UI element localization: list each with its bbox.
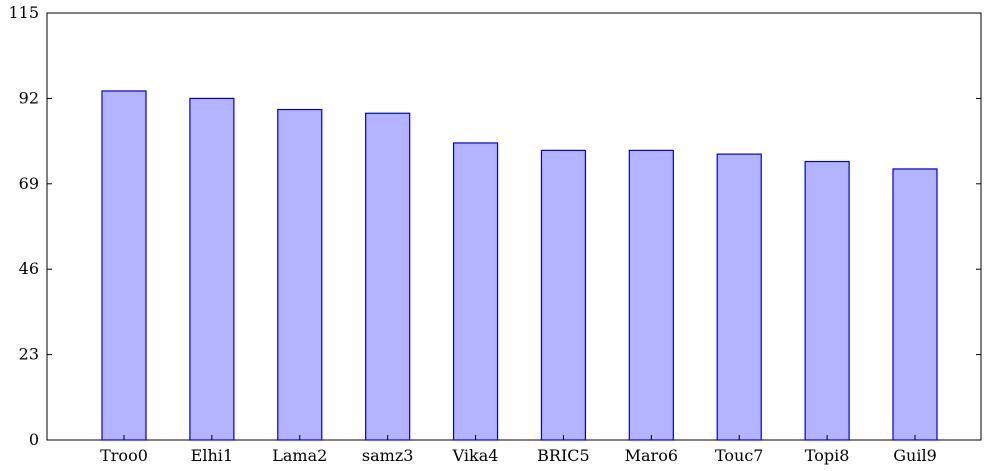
x-tick-label: Topi8	[805, 446, 850, 465]
bar-Touc7	[716, 153, 762, 441]
x-axis: Troo0 Elhi1 Lama2 samz3 Vika4 BRIC5 Maro6 Touc7…	[100, 435, 937, 465]
y-tick-label: 92	[19, 88, 39, 107]
bar-Maro6	[628, 149, 674, 441]
y-tick-label: 69	[19, 174, 39, 193]
y-tick-label: 0	[29, 430, 39, 449]
y-axis: 0 23 46 69 92 115	[8, 3, 981, 449]
x-tick-label: Touc7	[715, 446, 764, 465]
bar-Vika4	[452, 142, 499, 441]
plot-area-frame	[46, 12, 982, 441]
bar-Troo0	[101, 90, 147, 441]
x-tick-label: Troo0	[100, 446, 148, 465]
x-tick-label: Vika4	[452, 446, 499, 465]
bar-Guil9	[892, 168, 938, 441]
y-tick-label: 46	[19, 259, 39, 278]
y-tick-label: 115	[8, 3, 39, 22]
x-tick-label: Elhi1	[191, 446, 233, 465]
bar-samz3	[365, 112, 411, 441]
bars	[101, 90, 938, 441]
x-tick-label: samz3	[362, 446, 414, 465]
bar-BRIC5	[540, 149, 587, 441]
x-tick-label: Lama2	[272, 446, 327, 465]
y-tick-label: 23	[19, 345, 39, 364]
bar-Topi8	[804, 160, 850, 441]
bar-Lama2	[277, 108, 323, 441]
x-tick-label: Guil9	[893, 446, 937, 465]
x-tick-label: BRIC5	[537, 446, 590, 465]
bar-Elhi1	[189, 97, 235, 441]
x-tick-label: Maro6	[625, 446, 678, 465]
